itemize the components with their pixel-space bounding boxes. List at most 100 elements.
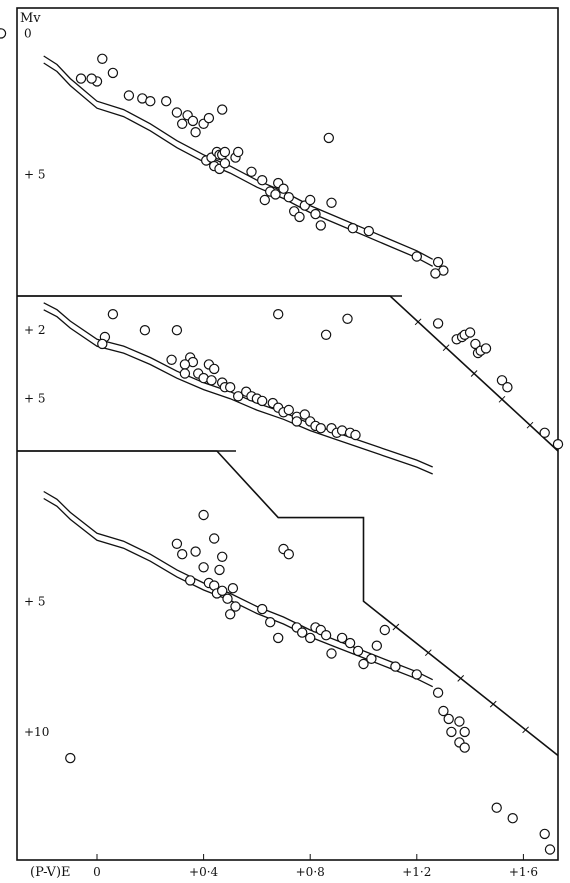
data-point-panel-1 xyxy=(294,211,305,223)
data-point-panel-1 xyxy=(246,166,257,177)
data-point-panel-1 xyxy=(232,146,244,158)
data-point-panel-2 xyxy=(291,416,302,427)
limit-lines-layer xyxy=(17,295,559,757)
data-point-panel-2 xyxy=(320,329,332,340)
data-point-panel-3 xyxy=(176,549,188,560)
data-point-panel-3 xyxy=(336,632,348,644)
data-point-panel-1 xyxy=(430,268,441,279)
limit-line-tick xyxy=(442,344,450,352)
data-point-panel-3 xyxy=(379,624,390,636)
data-point-panel-2 xyxy=(283,404,294,416)
data-point-panel-1 xyxy=(278,183,289,194)
limit-line-tick xyxy=(392,623,400,631)
data-point-panel-2 xyxy=(206,375,217,386)
data-point-panel-3 xyxy=(273,632,284,644)
x-tick-label: +0·8 xyxy=(296,865,325,879)
data-point-panel-3 xyxy=(198,562,209,573)
data-point-panel-2 xyxy=(179,368,191,379)
data-point-panel-2 xyxy=(97,338,108,350)
data-point-panel-1 xyxy=(257,174,268,186)
data-point-panel-2 xyxy=(107,309,119,320)
data-point-panel-1 xyxy=(203,112,215,124)
data-point-panel-3 xyxy=(459,726,470,738)
data-point-panel-1 xyxy=(123,90,135,101)
data-point-panel-2 xyxy=(299,409,310,420)
data-point-panel-2 xyxy=(166,354,177,365)
data-point-panel-3 xyxy=(283,549,294,560)
data-point-panel-3 xyxy=(432,687,444,698)
data-point-panel-1 xyxy=(305,194,316,206)
data-point-panel-3 xyxy=(214,564,225,576)
data-point-panel-2 xyxy=(552,439,564,450)
data-point-panel-2 xyxy=(480,343,492,354)
y-tick-label-panel-1: + 5 xyxy=(24,168,46,182)
data-point-panel-2 xyxy=(139,325,151,336)
data-point-panel-2 xyxy=(232,391,244,402)
data-point-panel-1 xyxy=(347,222,358,234)
plot-frame xyxy=(16,7,559,861)
data-point-panel-1 xyxy=(107,67,119,79)
tick-labels-layer: 0 + 5 + 2 + 5 + 5 +10 0 +0·4 +0·8 +1·2 +1·6 xyxy=(24,26,538,879)
data-point-panel-3 xyxy=(224,609,236,620)
data-point-panel-3 xyxy=(208,533,220,544)
reference-curve-panel-2-upper xyxy=(43,302,433,468)
data-point-panel-1 xyxy=(283,191,294,203)
data-point-panel-1 xyxy=(190,126,201,138)
data-point-panel-3 xyxy=(222,593,233,604)
data-point-panel-1 xyxy=(86,73,97,84)
data-point-panel-2 xyxy=(432,318,444,329)
data-point-panel-3 xyxy=(344,637,356,649)
data-point-panel-3 xyxy=(371,640,382,651)
data-point-panel-3 xyxy=(184,575,196,586)
data-point-panel-3 xyxy=(411,669,422,680)
data-point-panel-1 xyxy=(145,95,156,107)
data-point-panel-2 xyxy=(496,375,508,386)
limit-line-tick xyxy=(526,421,534,429)
data-point-panel-3 xyxy=(446,726,457,738)
limit-line-tick xyxy=(522,726,529,734)
data-point-panel-3 xyxy=(539,828,550,840)
data-point-panel-1 xyxy=(432,256,444,268)
data-point-panel-1 xyxy=(160,95,172,107)
data-point-panel-1 xyxy=(0,28,7,39)
data-point-panel-1 xyxy=(187,115,199,127)
x-tick-label: +0·4 xyxy=(189,865,219,879)
limit-line-tick xyxy=(498,395,506,403)
data-point-panel-3 xyxy=(230,601,241,612)
reference-curve-panel-1-lower xyxy=(43,62,434,267)
data-point-panel-3 xyxy=(216,551,228,563)
data-point-panel-2 xyxy=(502,382,513,393)
data-point-panel-3 xyxy=(358,658,369,670)
data-point-panel-3 xyxy=(352,645,364,657)
magnitude-limit-line-1 xyxy=(17,295,559,452)
magnitude-limit-line-2 xyxy=(17,450,559,757)
data-point-panel-3 xyxy=(305,632,316,644)
y-tick-label-panel-1: 0 xyxy=(24,26,32,40)
data-point-panel-3 xyxy=(190,546,201,557)
reference-curve-panel-3-upper xyxy=(43,490,433,681)
data-point-panel-2 xyxy=(257,395,268,407)
data-point-panel-3 xyxy=(454,716,465,727)
limit-line-tick xyxy=(424,649,432,657)
data-point-panel-2 xyxy=(315,423,326,434)
y-tick-label-panel-3: + 5 xyxy=(24,594,46,608)
data-point-panel-1 xyxy=(176,118,188,130)
data-point-panel-1 xyxy=(259,194,270,206)
data-point-panel-1 xyxy=(216,104,228,115)
data-point-panel-3 xyxy=(227,583,239,594)
data-point-panel-1 xyxy=(323,132,334,144)
data-point-panel-1 xyxy=(326,197,337,208)
data-point-panel-2 xyxy=(171,325,183,336)
x-tick-label: +1·2 xyxy=(402,865,431,879)
data-point-panel-1 xyxy=(411,251,422,262)
data-point-panel-3 xyxy=(65,752,76,764)
data-point-panel-3 xyxy=(443,713,454,725)
data-point-panel-1 xyxy=(75,73,87,84)
data-point-panel-2 xyxy=(350,429,361,441)
y-axis-label: Mv xyxy=(20,11,41,26)
data-point-panel-3 xyxy=(198,509,209,521)
data-point-panel-1 xyxy=(363,225,374,237)
data-point-panel-1 xyxy=(310,208,321,220)
data-point-panel-2 xyxy=(539,427,550,438)
